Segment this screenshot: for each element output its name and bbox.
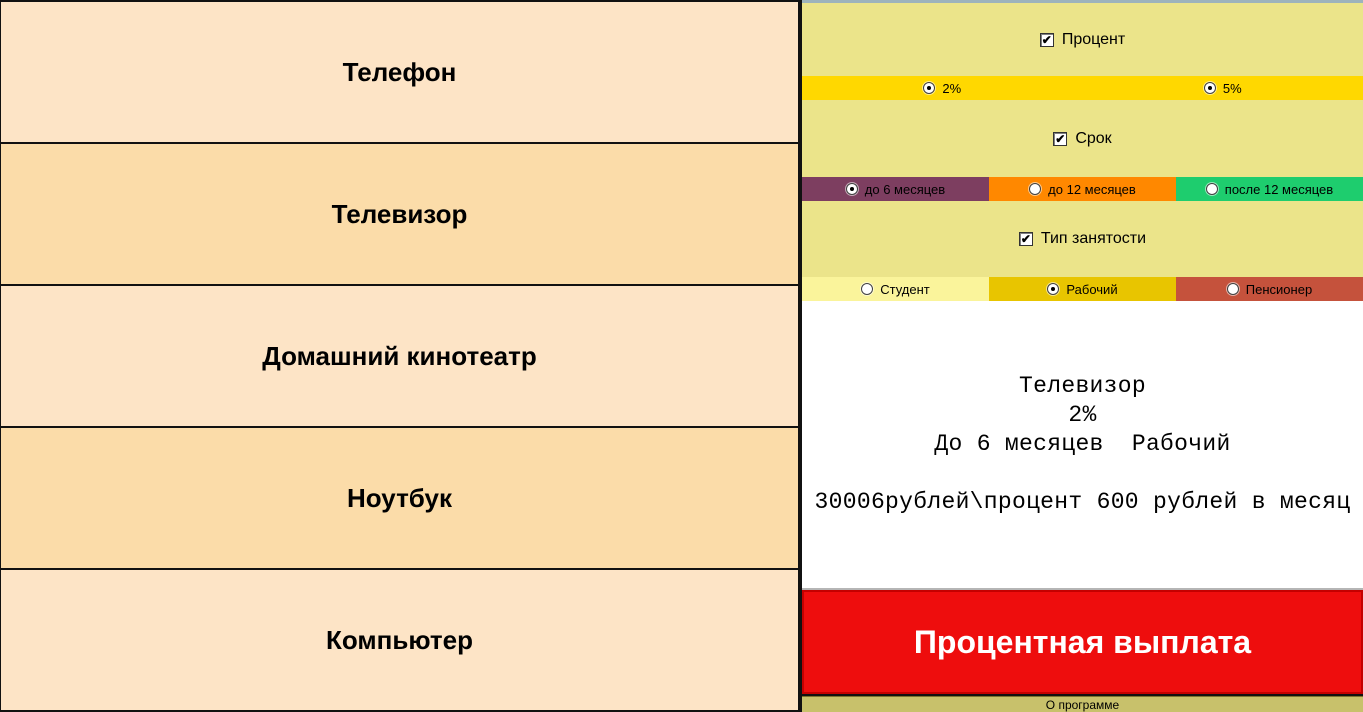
product-button-laptop[interactable]: Ноутбук	[1, 426, 800, 568]
product-label: Домашний кинотеатр	[262, 340, 537, 371]
product-label: Телефон	[342, 56, 457, 87]
term-checkbox-label: Срок	[1075, 129, 1112, 147]
employment-option-pensioner[interactable]: Пенсионер	[1176, 277, 1363, 301]
term-options-bar: до 6 месяцев до 12 месяцев после 12 меся…	[802, 177, 1363, 201]
result-payment: 30006рублей\процент 600 рублей в месяц	[814, 489, 1351, 515]
calculate-payment-button[interactable]: Процентная выплата	[802, 590, 1363, 694]
product-label: Ноутбук	[346, 482, 452, 513]
term-option-after12months[interactable]: после 12 месяцев	[1176, 177, 1363, 201]
employment-options-bar: Студент Рабочий Пенсионер	[802, 277, 1363, 301]
radio-button-icon[interactable]	[1047, 283, 1060, 295]
term-checkbox[interactable]: ✔	[1053, 131, 1068, 146]
employment-section: ✔ Тип занятости	[802, 201, 1363, 277]
radio-button-icon[interactable]	[1226, 283, 1239, 295]
employment-checkbox[interactable]: ✔	[1018, 232, 1033, 246]
product-button-computer[interactable]: Компьютер	[1, 568, 800, 712]
product-label: Телевизор	[331, 198, 468, 229]
result-output: Телевизор 2% До 6 месяцев Рабочий 30006р…	[802, 301, 1363, 588]
divider	[802, 588, 1363, 590]
checkmark-icon: ✔	[1020, 232, 1031, 246]
result-term-employment: До 6 месяцев Рабочий	[934, 431, 1231, 457]
term-option-12months-label: до 12 месяцев	[1048, 181, 1136, 197]
radio-button-icon[interactable]	[1203, 82, 1216, 94]
product-button-tv[interactable]: Телевизор	[1, 142, 800, 284]
percent-options-bar: 2% 5%	[802, 76, 1363, 100]
employment-checkbox-row[interactable]: ✔ Тип занятости	[1018, 230, 1147, 248]
radio-button-icon[interactable]	[1205, 183, 1218, 195]
result-percent: 2%	[1068, 402, 1097, 428]
percent-option-2-label: 2%	[942, 80, 962, 96]
term-option-after12months-label: после 12 месяцев	[1224, 181, 1334, 197]
controls-panel: ✔ Процент 2% 5% ✔ Срок до 6 месяц	[800, 0, 1363, 712]
percent-checkbox[interactable]: ✔	[1039, 32, 1054, 47]
product-button-phone[interactable]: Телефон	[1, 0, 800, 142]
term-option-6months[interactable]: до 6 месяцев	[802, 177, 989, 201]
product-list: Телефон Телевизор Домашний кинотеатр Ноу…	[0, 0, 800, 712]
radio-button-icon[interactable]	[845, 183, 858, 195]
percent-checkbox-label: Процент	[1061, 30, 1126, 48]
employment-option-worker-label: Рабочий	[1066, 281, 1118, 297]
percent-option-2[interactable]: 2%	[802, 76, 1083, 100]
percent-option-5[interactable]: 5%	[1082, 76, 1363, 100]
employment-checkbox-label: Тип занятости	[1040, 230, 1147, 247]
radio-button-icon[interactable]	[923, 82, 936, 94]
employment-option-pensioner-label: Пенсионер	[1245, 281, 1313, 297]
result-product: Телевизор	[1019, 373, 1146, 399]
checkmark-icon: ✔	[1041, 32, 1052, 47]
employment-option-worker[interactable]: Рабочий	[989, 277, 1176, 301]
calculate-payment-label: Процентная выплата	[913, 623, 1252, 660]
employment-option-student[interactable]: Студент	[802, 277, 989, 301]
percent-option-5-label: 5%	[1222, 80, 1242, 96]
product-button-home-theater[interactable]: Домашний кинотеатр	[1, 284, 800, 426]
term-option-6months-label: до 6 месяцев	[864, 181, 946, 197]
radio-button-icon[interactable]	[861, 283, 874, 295]
term-section: ✔ Срок	[802, 100, 1363, 177]
checkmark-icon: ✔	[1055, 131, 1066, 146]
product-label: Компьютер	[326, 624, 473, 655]
employment-option-student-label: Студент	[880, 281, 930, 297]
term-checkbox-row[interactable]: ✔ Срок	[1053, 129, 1112, 148]
divider	[802, 694, 1363, 696]
radio-button-icon[interactable]	[1029, 183, 1042, 195]
percent-checkbox-row[interactable]: ✔ Процент	[1039, 30, 1126, 49]
percent-section: ✔ Процент	[802, 3, 1363, 76]
window-top-edge	[802, 0, 1363, 3]
term-option-12months[interactable]: до 12 месяцев	[989, 177, 1176, 201]
about-button[interactable]: О программе	[802, 696, 1363, 712]
about-label: О программе	[1045, 697, 1120, 712]
